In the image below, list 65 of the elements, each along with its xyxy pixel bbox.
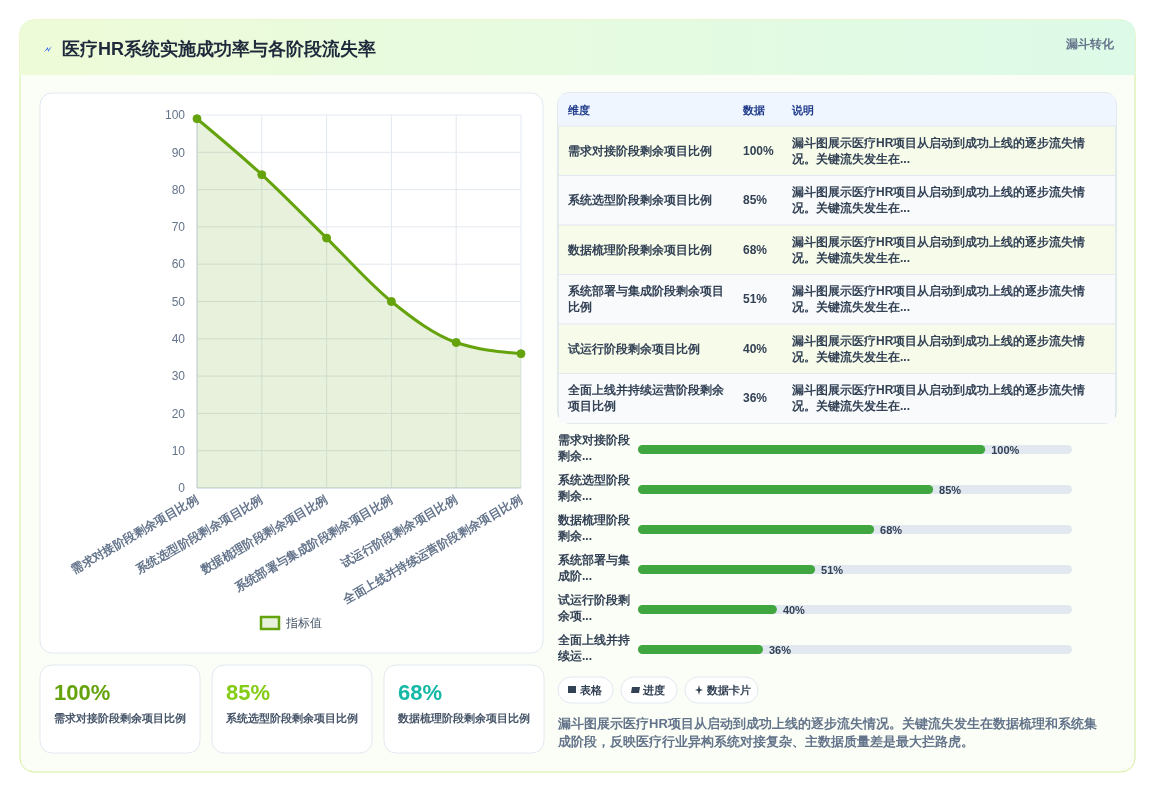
text: 维度 — [567, 104, 590, 116]
data-label: 85% — [939, 484, 962, 496]
data-label: 36% — [768, 644, 792, 656]
data-label: 68% — [880, 524, 903, 536]
legend-label: 指标值 — [285, 616, 322, 630]
text: 系统选型阶段剩余项目比例 — [225, 712, 358, 724]
text: 数据卡片 — [706, 684, 751, 696]
text: 85% — [743, 193, 768, 208]
y-tick-label: 需求对接阶段剩余... — [557, 433, 631, 463]
text: 全面上线并持续运营阶段剩余项目比例 — [567, 383, 725, 414]
y-tick-label: 50 — [171, 294, 186, 309]
y-tick-label: 40 — [171, 332, 186, 346]
y-tick-label: 数据梳理阶段剩余... — [557, 513, 631, 543]
bar — [638, 645, 763, 654]
point — [516, 349, 526, 359]
text: 漏斗图展示医疗HR项目从启动到成功上线的逐步流失情况。关键流失发生在... — [791, 135, 1086, 166]
text: 医疗HR系统实施成功率与各阶段流失率 — [62, 39, 376, 59]
text: 100% — [743, 143, 775, 158]
y-tick-label: 70 — [171, 220, 186, 235]
y-tick-label: 10 — [171, 443, 186, 458]
y-tick-label: 90 — [171, 145, 186, 160]
y-tick-label: 100 — [164, 108, 186, 123]
text: 试运行阶段剩余项目比例 — [567, 341, 700, 356]
y-tick-label: 全面上线并持续运... — [557, 633, 630, 663]
text: 51% — [743, 292, 768, 307]
text: 漏斗图展示医疗HR项目从启动到成功上线的逐步流失情况。关键流失发生在... — [791, 383, 1086, 414]
point — [322, 233, 332, 243]
text: 数据梳理阶段剩余项目比例 — [397, 712, 530, 724]
text: 漏斗图展示医疗HR项目从启动到成功上线的逐步流失情况。关键流失发生在... — [791, 284, 1086, 315]
text: 说明 — [791, 104, 814, 116]
point — [192, 114, 202, 124]
text: 漏斗图展示医疗HR项目从启动到成功上线的逐步流失情况。关键流失发生在... — [791, 185, 1086, 216]
text: 85% — [226, 680, 271, 705]
y-tick-label: 30 — [171, 369, 186, 384]
text: 需求对接阶段剩余项目比例 — [568, 143, 712, 158]
text: 100% — [54, 680, 111, 705]
y-tick-label: 20 — [171, 406, 186, 421]
text: 漏斗图展示医疗HR项目从启动到成功上线的逐步流失情况。关键流失发生在数据梳理和系统集成阶段，反映医疗行业异构系统对接复杂、主数据质量差是最大拦路虎。 — [557, 716, 1097, 749]
text: 数据 — [742, 104, 765, 116]
y-tick-label: 系统部署与集成阶... — [557, 553, 630, 583]
text: 系统部署与集成阶段剩余项目比例 — [567, 284, 724, 315]
text: 表格 — [579, 684, 603, 696]
text: 36% — [743, 391, 768, 406]
text: 漏斗图展示医疗HR项目从启动到成功上线的逐步流失情况。关键流失发生在... — [791, 333, 1086, 364]
data-label: 40% — [782, 604, 806, 616]
y-tick-label: 60 — [171, 257, 186, 272]
text: 进度 — [642, 684, 665, 696]
y-tick-label: 0 — [178, 481, 186, 496]
point — [451, 338, 461, 348]
text: 漏斗图展示医疗HR项目从启动到成功上线的逐步流失情况。关键流失发生在... — [791, 234, 1086, 265]
text: 68% — [398, 680, 443, 705]
y-tick-label: 80 — [171, 182, 186, 197]
text: 数据梳理阶段剩余项目比例 — [567, 242, 712, 257]
data-label: 100% — [991, 444, 1020, 456]
y-tick-label: 系统选型阶段剩余... — [557, 473, 631, 503]
text: 系统选型阶段剩余项目比例 — [567, 193, 712, 208]
y-tick-label: 试运行阶段剩余项... — [557, 593, 630, 623]
point — [257, 170, 267, 180]
text: 68% — [743, 242, 768, 257]
point — [386, 297, 396, 306]
bar — [638, 605, 777, 614]
data-label: 51% — [821, 564, 844, 576]
text: 漏斗转化 — [1065, 37, 1115, 51]
text: 40% — [743, 341, 768, 356]
text: 需求对接阶段剩余项目比例 — [54, 712, 186, 724]
